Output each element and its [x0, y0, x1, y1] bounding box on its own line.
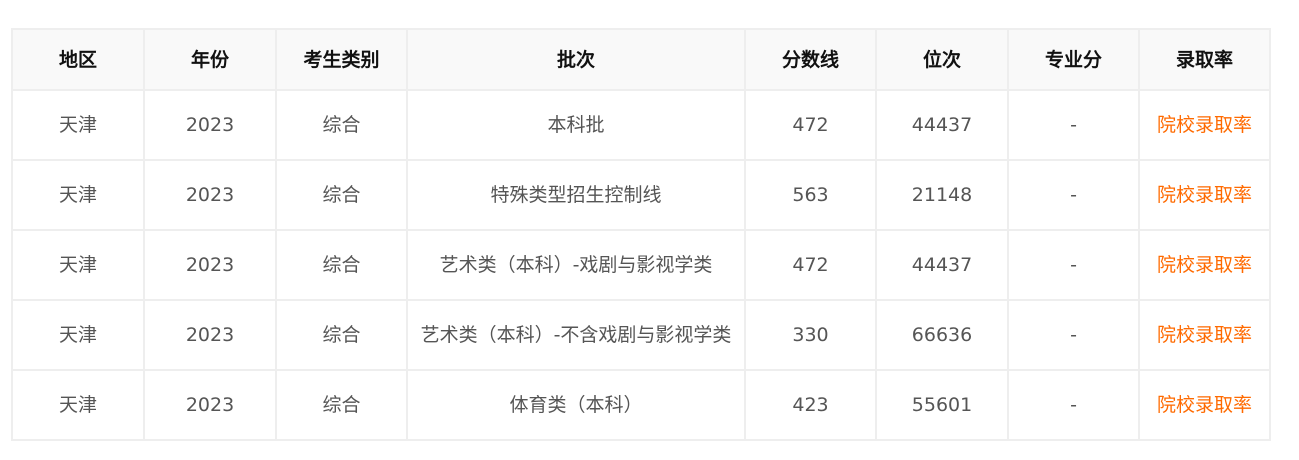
cell-category: 综合: [275, 159, 408, 231]
cell-category: 综合: [275, 89, 408, 161]
cell-batch: 本科批: [406, 89, 746, 161]
header-batch: 批次: [406, 28, 746, 91]
cell-batch: 体育类（本科）: [406, 369, 746, 441]
header-category: 考生类别: [275, 28, 408, 91]
score-table: 地区 年份 考生类别 批次 分数线 位次 专业分 录取率 天津 2023 综合 本科批 472 4443…: [11, 28, 1271, 441]
cell-region: 天津: [11, 369, 145, 441]
cell-year: 2023: [143, 299, 277, 371]
cell-batch: 艺术类（本科）-戏剧与影视学类: [406, 229, 746, 301]
header-rank: 位次: [875, 28, 1009, 91]
cell-major-score: -: [1007, 89, 1140, 161]
header-row: 地区 年份 考生类别 批次 分数线 位次 专业分 录取率: [11, 28, 1271, 91]
cell-score-line: 472: [744, 89, 877, 161]
cell-region: 天津: [11, 299, 145, 371]
table-row: 天津 2023 综合 体育类（本科） 423 55601- 院校录取率: [11, 369, 1271, 441]
admission-rate-link[interactable]: 院校录取率: [1138, 89, 1271, 161]
cell-batch: 艺术类（本科）-不含戏剧与影视学类: [406, 299, 746, 371]
cell-score-line: 330: [744, 299, 877, 371]
cell-major-score: -: [1007, 159, 1140, 231]
cell-region: 天津: [11, 229, 145, 301]
header-region: 地区: [11, 28, 145, 91]
cell-rank: 21148: [875, 159, 1009, 231]
header-admission-rate: 录取率: [1138, 28, 1271, 91]
table-row: 天津 2023 综合 本科批 472 44437- 院校录取率: [11, 89, 1271, 161]
table-row: 天津 2023 综合 艺术类（本科）-不含戏剧与影视学类 330 66636- 院校录取率: [11, 299, 1271, 371]
cell-category: 综合: [275, 229, 408, 301]
admission-rate-link[interactable]: 院校录取率: [1138, 369, 1271, 441]
cell-region: 天津: [11, 89, 145, 161]
table-row: 天津 2023 综合 特殊类型招生控制线 563 21148- 院校录取率: [11, 159, 1271, 231]
table-row: 天津 2023 综合 艺术类（本科）-戏剧与影视学类 472 44437- 院校录取率: [11, 229, 1271, 301]
cell-category: 综合: [275, 299, 408, 371]
cell-score-line: 423: [744, 369, 877, 441]
cell-score-line: 563: [744, 159, 877, 231]
cell-major-score: -: [1007, 369, 1140, 441]
cell-batch: 特殊类型招生控制线: [406, 159, 746, 231]
cell-major-score: -: [1007, 299, 1140, 371]
cell-rank: 44437: [875, 229, 1009, 301]
admission-rate-link[interactable]: 院校录取率: [1138, 229, 1271, 301]
cell-score-line: 472: [744, 229, 877, 301]
cell-region: 天津: [11, 159, 145, 231]
cell-category: 综合: [275, 369, 408, 441]
header-score-line: 分数线: [744, 28, 877, 91]
cell-rank: 66636: [875, 299, 1009, 371]
cell-year: 2023: [143, 229, 277, 301]
cell-rank: 55601: [875, 369, 1009, 441]
cell-year: 2023: [143, 159, 277, 231]
cell-rank: 44437: [875, 89, 1009, 161]
admission-rate-link[interactable]: 院校录取率: [1138, 299, 1271, 371]
cell-year: 2023: [143, 89, 277, 161]
cell-major-score: -: [1007, 229, 1140, 301]
admission-rate-link[interactable]: 院校录取率: [1138, 159, 1271, 231]
cell-year: 2023: [143, 369, 277, 441]
header-year: 年份: [143, 28, 277, 91]
header-major-score: 专业分: [1007, 28, 1140, 91]
